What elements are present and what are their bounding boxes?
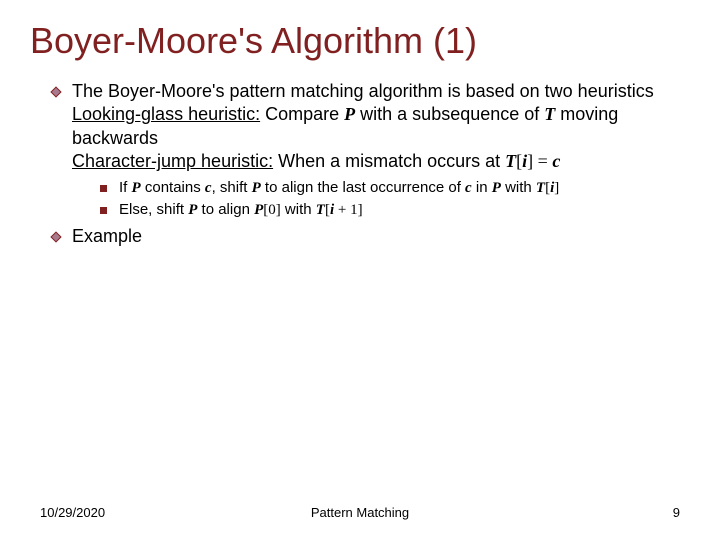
sub-bullet-2: Else, shift P to align P[0] with T[i + 1… — [30, 200, 690, 221]
sub-bullet-1: If P contains c, shift P to align the la… — [30, 178, 690, 199]
slide-title: Boyer-Moore's Algorithm (1) — [30, 20, 690, 62]
bullet-item-2: Example — [30, 225, 690, 248]
lg-prefix: Looking-glass heuristic: — [72, 104, 260, 124]
example-label: Example — [72, 225, 142, 248]
diamond-bullet-icon — [50, 86, 62, 98]
bullet-1-intro: The Boyer-Moore's pattern matching algor… — [72, 80, 690, 103]
slide-container: Boyer-Moore's Algorithm (1) The Boyer-Mo… — [0, 0, 720, 540]
cj-prefix: Character-jump heuristic: — [72, 151, 273, 171]
square-bullet-icon — [100, 185, 107, 192]
sub-bullet-2-text: Else, shift P to align P[0] with T[i + 1… — [119, 200, 363, 221]
footer-title: Pattern Matching — [311, 505, 409, 520]
footer-date: 10/29/2020 — [40, 505, 105, 520]
square-bullet-icon — [100, 207, 107, 214]
footer-page-number: 9 — [673, 505, 680, 520]
bullet-item-1: The Boyer-Moore's pattern matching algor… — [30, 80, 690, 174]
char-jump-line: Character-jump heuristic: When a mismatc… — [72, 150, 690, 173]
looking-glass-line: Looking-glass heuristic: Compare P with … — [72, 103, 690, 150]
diamond-bullet-icon — [50, 231, 62, 243]
bullet-1-content: The Boyer-Moore's pattern matching algor… — [72, 80, 690, 174]
slide-footer: 10/29/2020 Pattern Matching 9 — [0, 505, 720, 520]
sub-bullet-1-text: If P contains c, shift P to align the la… — [119, 178, 559, 199]
